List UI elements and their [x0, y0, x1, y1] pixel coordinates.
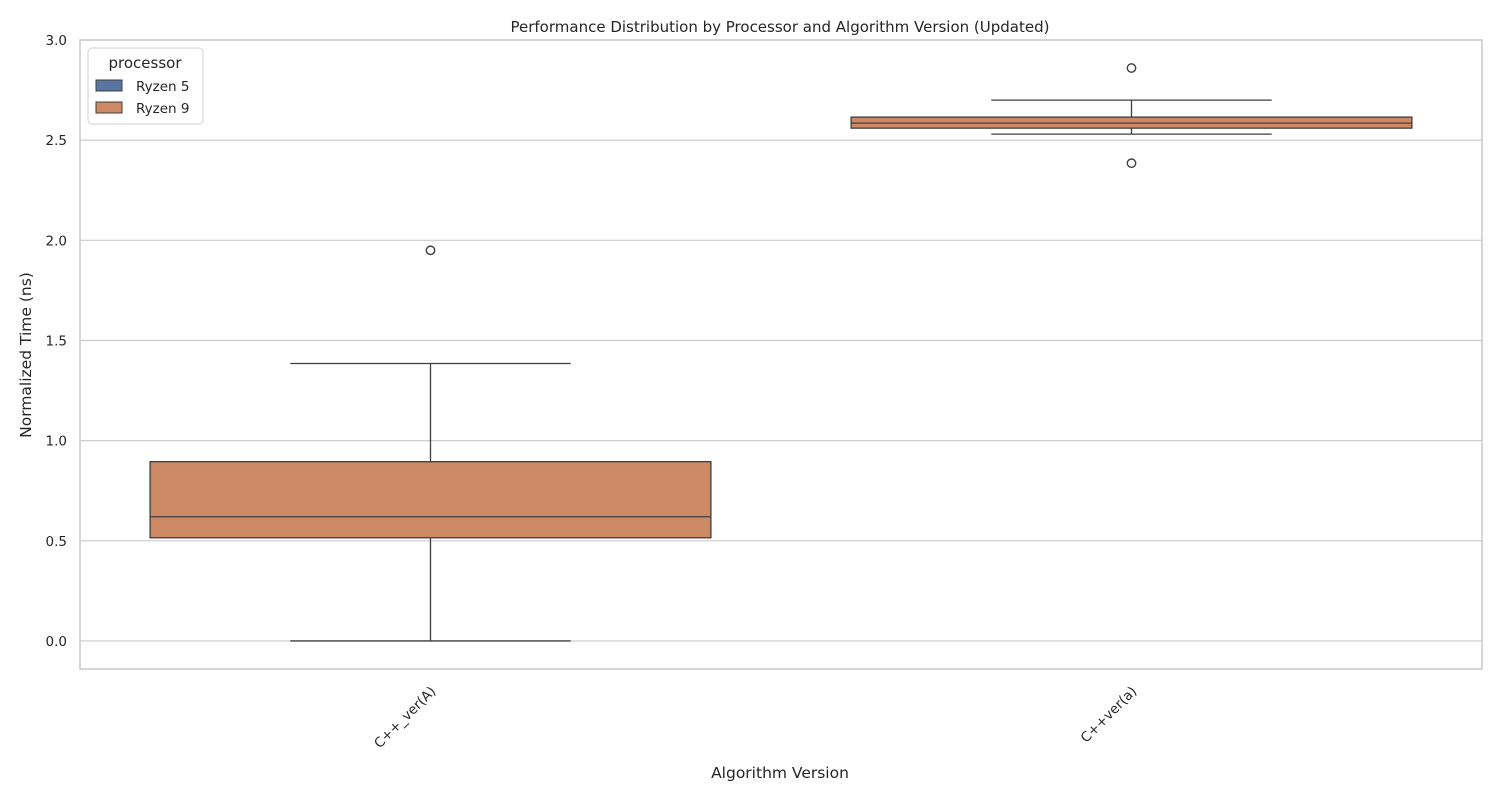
box-iqr — [149, 461, 712, 539]
legend-title: processor — [109, 54, 183, 72]
box-layer — [149, 63, 1413, 642]
legend-swatch-ryzen-5 — [95, 79, 123, 92]
plot-frame — [79, 39, 1483, 670]
outlier-point — [1126, 63, 1137, 73]
y-tick-label: 3.0 — [46, 33, 67, 49]
y-tick-label: 0.5 — [46, 534, 67, 550]
legend-swatch-ryzen-9 — [95, 101, 123, 114]
legend-label-ryzen-9: Ryzen 9 — [136, 101, 189, 117]
x-axis-label: Algorithm Version — [711, 764, 849, 782]
legend: processor Ryzen 5 Ryzen 9 — [87, 47, 204, 125]
y-tick-label: 0.0 — [46, 634, 67, 650]
y-tick-label: 2.5 — [46, 133, 67, 149]
legend-label-ryzen-5: Ryzen 5 — [136, 79, 189, 95]
chart-title: Performance Distribution by Processor an… — [511, 18, 1050, 36]
y-tick-label: 1.0 — [46, 434, 67, 450]
outlier-point — [1126, 158, 1137, 169]
y-tick-label: 1.5 — [46, 333, 67, 349]
outlier-point — [425, 245, 436, 256]
y-tick-label: 2.0 — [46, 233, 67, 249]
y-axis-label: Normalized Time (ns) — [17, 272, 35, 438]
